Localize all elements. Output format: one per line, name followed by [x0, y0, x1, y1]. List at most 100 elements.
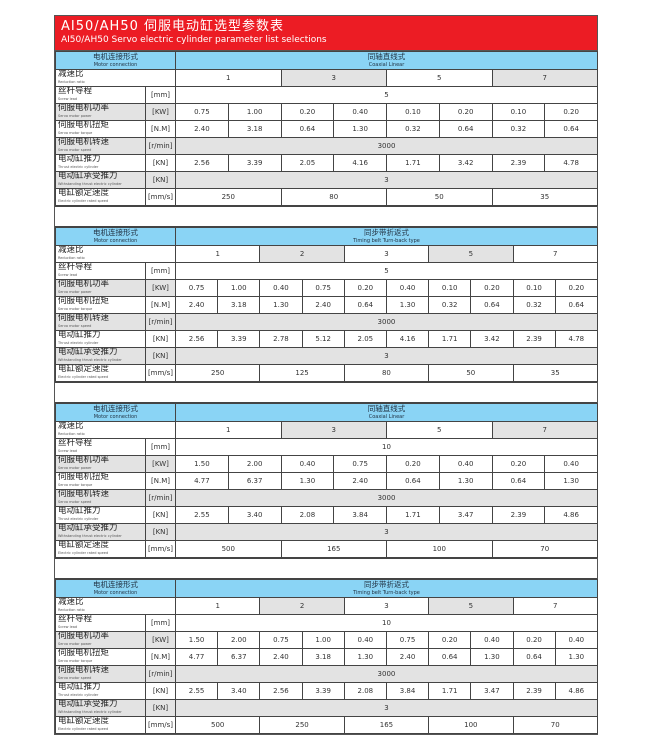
unit-speed: [r/min]: [145, 313, 176, 331]
label-cn: 丝杆导程: [58, 262, 93, 272]
torque-value: 0.64: [428, 648, 472, 666]
label-cn: 减速比: [58, 421, 84, 431]
power-value: 1.00: [227, 103, 282, 121]
type-cn: 同轴直线式: [367, 403, 406, 413]
speed-row: 伺服电机转速 Servo motor speed [r/min] 3000: [55, 489, 598, 507]
label-en: Screw lead: [58, 625, 78, 629]
torque-value: 3.18: [301, 648, 345, 666]
row-label-speed: 伺服电机转速 Servo motor speed: [55, 313, 146, 331]
label-en: Servo motor power: [58, 114, 92, 118]
thrust-value: 2.78: [259, 330, 303, 348]
label-cn: 电动缸推力: [58, 154, 101, 164]
label-cn: 电动缸推力: [58, 682, 101, 692]
label-en: Withstanding thrust electric cylinder: [58, 182, 122, 186]
parameter-table: 电机连接形式 Motor connection 同轴直线式 Coaxial Linea…: [55, 403, 598, 558]
row-label-thrust: 电动缸推力 Thrust electric cylinder: [55, 506, 146, 524]
power-value: 0.20: [554, 279, 598, 297]
row-label-torque: 伺服电机扭矩 Servo motor torque: [55, 120, 146, 138]
unit-torque: [N.M]: [145, 120, 176, 138]
torque-value: 2.40: [259, 648, 303, 666]
type-en: Coaxial Linear: [368, 61, 405, 68]
power-value: 0.20: [438, 103, 493, 121]
type-cn: 同步带折返式: [363, 227, 409, 237]
parameter-table: 电机连接形式 Motor connection 同步带折返式 Timing belt …: [55, 227, 598, 382]
torque-value: 1.30: [438, 472, 493, 490]
power-row: 伺服电机功率 Servo motor power [KW] 0.75 1.00 0.20 0…: [55, 103, 598, 121]
connection-label: 电机连接形式 Motor connection: [55, 51, 176, 70]
ratio-value: 1: [174, 597, 261, 615]
block-gap: [55, 558, 597, 579]
thrust-value: 1.71: [428, 330, 472, 348]
label-en: Servo motor speed: [58, 148, 92, 152]
rated-value: 80: [343, 364, 430, 382]
thrust-value: 2.39: [512, 330, 556, 348]
unit-lead: [mm]: [145, 438, 176, 456]
torque-row: 伺服电机扭矩 Servo motor torque [N.M] 2.40 3.18 0.6…: [55, 120, 598, 138]
row-label-torque: 伺服电机扭矩 Servo motor torque: [55, 296, 146, 314]
label-en: Screw lead: [58, 97, 78, 101]
connection-type: 同步带折返式 Timing belt Turn-back type: [175, 227, 598, 246]
row-label-lead: 丝杆导程 Screw lead: [55, 438, 146, 456]
ratio-value: 5: [428, 597, 514, 615]
row-label-speed: 伺服电机转速 Servo motor speed: [55, 665, 146, 683]
ratio-value: 5: [386, 421, 493, 439]
unit-torque: [N.M]: [145, 472, 176, 490]
thrust-value: 3.84: [333, 506, 387, 524]
type-en: Coaxial Linear: [368, 413, 405, 420]
label-cn: 电缸额定速度: [58, 188, 110, 198]
power-value: 0.75: [174, 279, 219, 297]
power-value: 0.10: [386, 103, 440, 121]
power-row: 伺服电机功率 Servo motor power [KW] 1.50 2.00 0.75 1…: [55, 631, 598, 649]
row-label-lead: 丝杆导程 Screw lead: [55, 86, 146, 104]
label-en: Reduction ratio: [58, 608, 85, 612]
ratio-value: 7: [512, 597, 598, 615]
torque-value: 0.64: [554, 296, 598, 314]
torque-value: 2.40: [333, 472, 387, 490]
ratio-value: 5: [428, 245, 514, 263]
torque-value: 0.64: [544, 120, 598, 138]
thrust-row: 电动缸推力 Thrust electric cylinder [KN] 2.56 3.3…: [55, 330, 598, 348]
row-label-torque: 伺服电机扭矩 Servo motor torque: [55, 472, 146, 490]
label-en: Thrust electric cylinder: [58, 693, 99, 697]
unit-thrust: [KN]: [145, 506, 176, 524]
row-label-rated: 电缸额定速度 Electric cylinder rated speed: [55, 540, 146, 558]
connection-label: 电机连接形式 Motor connection: [55, 579, 176, 598]
row-label-withstand: 电动缸承受推力 Withstanding thrust electric cyli…: [55, 171, 146, 189]
connection-en: Motor connection: [93, 61, 138, 68]
label-cn: 伺服电机功率: [58, 455, 110, 465]
torque-value: 0.64: [470, 296, 514, 314]
ratio-value: 1: [174, 245, 261, 263]
label-cn: 减速比: [58, 597, 84, 607]
speed-value: 3000: [175, 137, 598, 155]
thrust-value: 3.47: [438, 506, 493, 524]
torque-value: 1.30: [470, 648, 514, 666]
ratio-value: 7: [491, 421, 598, 439]
label-en: Electric cylinder rated speed: [58, 551, 109, 555]
label-cn: 电动缸承受推力: [58, 171, 118, 181]
label-cn: 伺服电机功率: [58, 631, 110, 641]
torque-value: 0.64: [386, 472, 440, 490]
torque-value: 0.32: [512, 296, 556, 314]
unit-withstand: [KN]: [145, 347, 176, 365]
label-en: Thrust electric cylinder: [58, 517, 99, 521]
torque-value: 1.30: [259, 296, 303, 314]
power-value: 2.00: [227, 455, 282, 473]
unit-speed: [r/min]: [145, 137, 176, 155]
unit-rated: [mm/s]: [145, 188, 176, 206]
label-cn: 电动缸承受推力: [58, 699, 118, 709]
label-en: Thrust electric cylinder: [58, 165, 99, 169]
speed-row: 伺服电机转速 Servo motor speed [r/min] 3000: [55, 665, 598, 683]
ratio-value: 7: [491, 69, 598, 87]
power-value: 0.40: [259, 279, 303, 297]
unit-lead: [mm]: [145, 86, 176, 104]
speed-row: 伺服电机转速 Servo motor speed [r/min] 3000: [55, 313, 598, 331]
label-en: Reduction ratio: [58, 256, 85, 260]
label-en: Withstanding thrust electric cylinder: [58, 710, 122, 714]
power-value: 0.10: [512, 279, 556, 297]
unit-thrust: [KN]: [145, 330, 176, 348]
label-en: Electric cylinder rated speed: [58, 375, 109, 379]
unit-speed: [r/min]: [145, 665, 176, 683]
row-label-speed: 伺服电机转速 Servo motor speed: [55, 489, 146, 507]
row-label-ratio: 减速比 Reduction ratio: [55, 597, 176, 615]
unit-thrust: [KN]: [145, 154, 176, 172]
